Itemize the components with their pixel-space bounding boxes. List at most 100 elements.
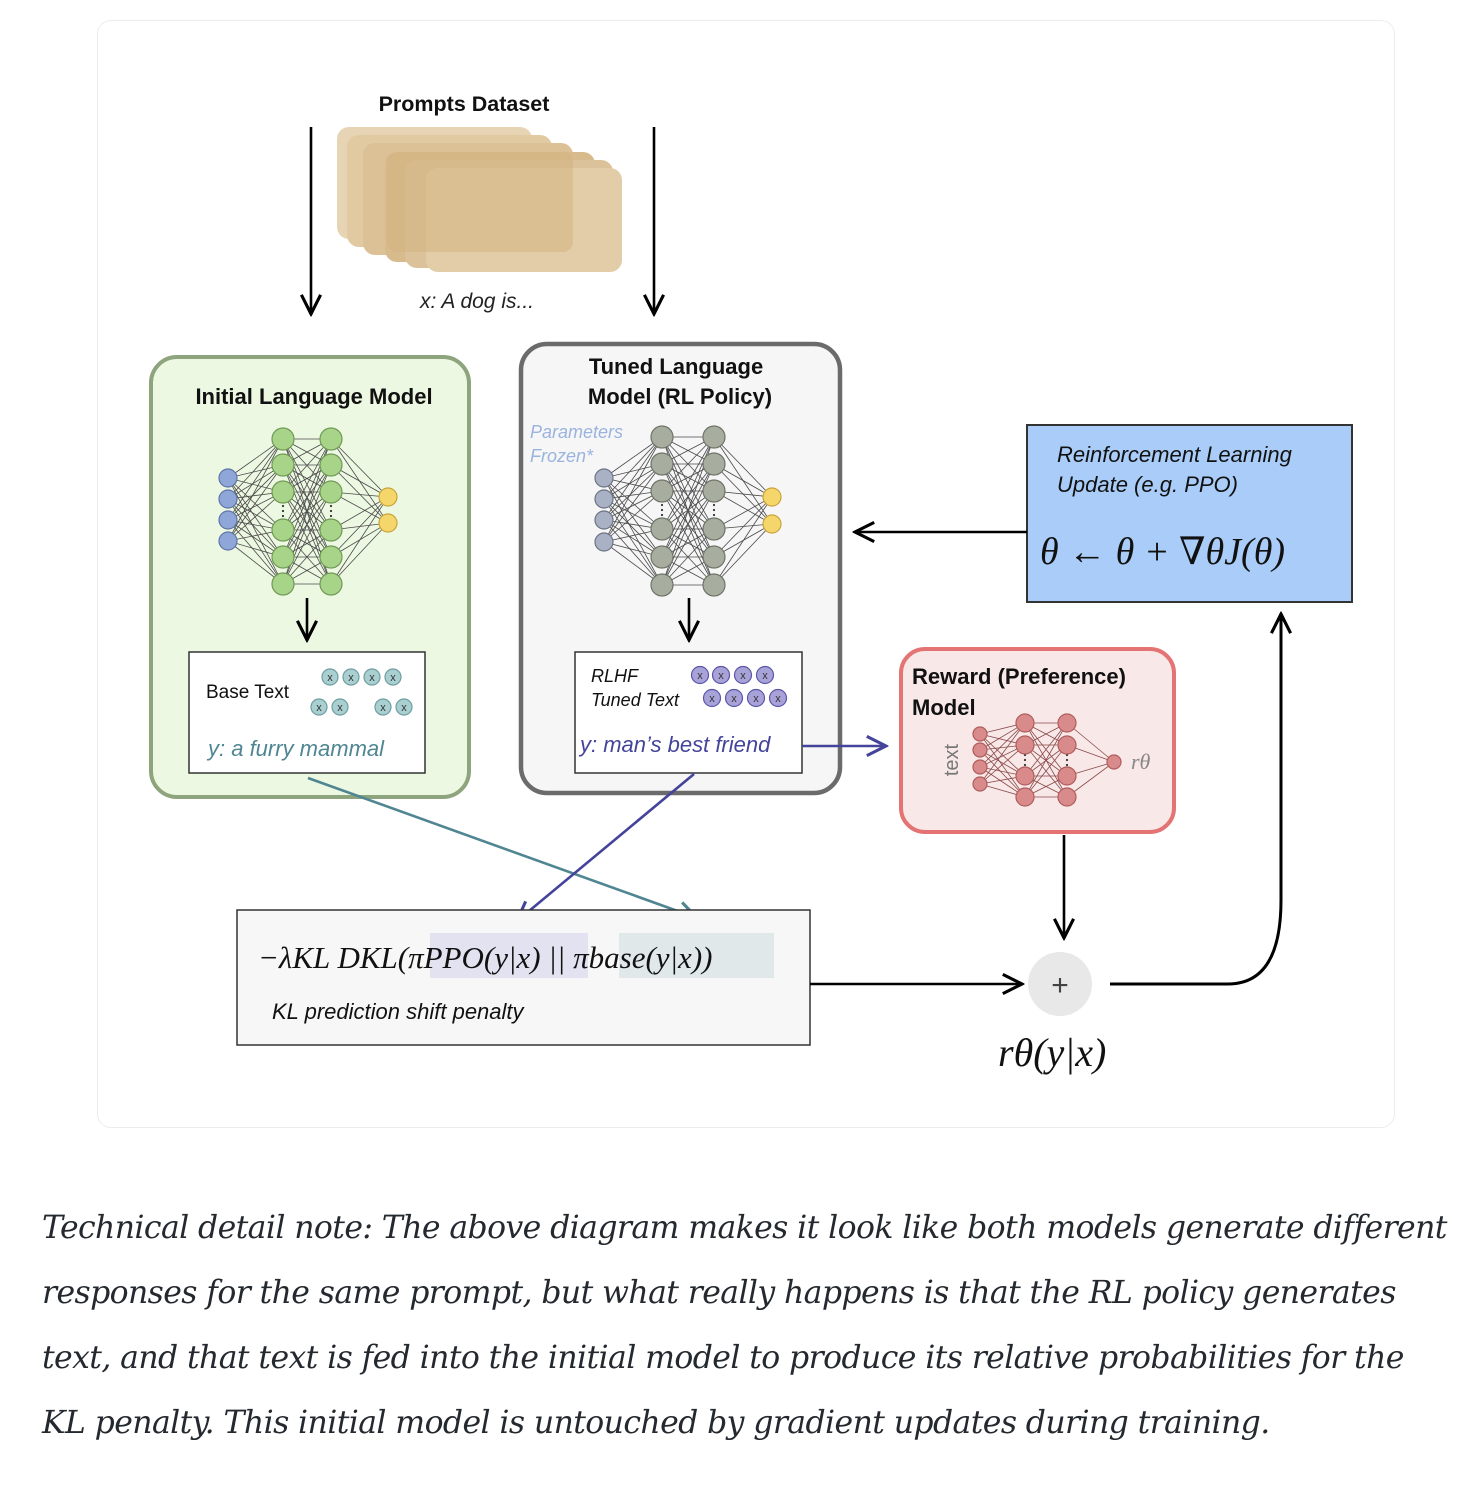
- network-node: [271, 518, 295, 542]
- arrow-sum-to-rl-update: [1110, 614, 1281, 986]
- initial-network-icon: [218, 427, 398, 596]
- reward-input-label: text: [941, 743, 963, 776]
- token-marker: x: [342, 668, 360, 686]
- network-node: [650, 479, 674, 503]
- svg-text:x: x: [762, 670, 768, 682]
- network-node: [271, 427, 295, 451]
- kl-formula: −λKL DKL(πPPO(y|x) || πbase(y|x)): [258, 940, 712, 975]
- svg-text:x: x: [316, 702, 322, 714]
- network-node: [271, 545, 295, 569]
- network-node: [650, 573, 674, 597]
- network-node: [319, 545, 343, 569]
- token-marker: x: [702, 688, 722, 708]
- network-node: [594, 468, 614, 488]
- tuned-output-box: RLHF Tuned Text x x x xx x x x y: man’s best f…: [574, 651, 803, 774]
- network-node: [218, 510, 238, 530]
- network-node: [702, 517, 726, 541]
- dataset-title: Prompts Dataset: [379, 92, 550, 116]
- initial-output-box: Base Text x x x x x x x x y: a furry mammal: [188, 651, 426, 774]
- network-node: [650, 517, 674, 541]
- rl-update-title-line2: Update (e.g. PPO): [1057, 472, 1238, 497]
- token-marker: x: [746, 688, 766, 708]
- token-marker: x: [755, 665, 775, 685]
- network-node: [319, 427, 343, 451]
- sum-symbol: +: [1051, 969, 1069, 1002]
- network-node: [319, 572, 343, 596]
- svg-text:x: x: [775, 693, 781, 705]
- dataset-prompt: x: A dog is...: [419, 290, 534, 313]
- kl-penalty-box: −λKL DKL(πPPO(y|x) || πbase(y|x)) KL pre…: [236, 909, 811, 1046]
- network-node: [1057, 766, 1077, 786]
- network-node: [271, 572, 295, 596]
- token-marker: x: [690, 665, 710, 685]
- tuned-model-title-line1: Tuned Language: [589, 354, 763, 379]
- network-node: [762, 487, 782, 507]
- token-marker: x: [363, 668, 381, 686]
- token-marker: x: [768, 688, 788, 708]
- token-marker: x: [395, 698, 413, 716]
- token-marker: x: [711, 665, 731, 685]
- reward-title-line1: Reward (Preference): [912, 664, 1126, 689]
- network-node: [218, 468, 238, 488]
- base-text-label: Base Text: [206, 682, 290, 703]
- network-node: [271, 480, 295, 504]
- technical-note: Technical detail note: The above diagram…: [42, 1210, 1447, 1441]
- network-node: [972, 726, 988, 742]
- rlhf-label-line2: Tuned Text: [591, 690, 680, 710]
- network-node: [1057, 787, 1077, 807]
- network-node: [650, 545, 674, 569]
- sum-node: +: [1028, 952, 1092, 1016]
- token-marker: x: [374, 698, 392, 716]
- frozen-label-line1: Parameters: [530, 422, 623, 442]
- network-node: [319, 453, 343, 477]
- network-node: [218, 531, 238, 551]
- network-node: [319, 518, 343, 542]
- reward-output-symbol: rθ: [1131, 749, 1151, 774]
- svg-text:x: x: [718, 670, 724, 682]
- reward-network-icon: [972, 713, 1122, 807]
- svg-text:x: x: [709, 693, 715, 705]
- network-node: [1015, 787, 1035, 807]
- network-node: [702, 479, 726, 503]
- network-node: [1015, 713, 1035, 733]
- reward-title-line2: Model: [912, 695, 976, 720]
- initial-model-title: Initial Language Model: [195, 384, 432, 409]
- network-node: [972, 776, 988, 792]
- network-node: [1015, 766, 1035, 786]
- dataset-stack-icon: [337, 127, 622, 272]
- rl-update-box: Reinforcement Learning Update (e.g. PPO)…: [1026, 424, 1353, 603]
- network-node: [1057, 735, 1077, 755]
- svg-text:x: x: [753, 693, 759, 705]
- svg-text:x: x: [740, 670, 746, 682]
- rl-update-title-line1: Reinforcement Learning: [1057, 442, 1293, 467]
- network-node: [218, 489, 238, 509]
- svg-text:x: x: [390, 672, 396, 684]
- network-node: [762, 514, 782, 534]
- base-text-tokens: x x x x x x x x: [310, 668, 413, 716]
- network-node: [972, 759, 988, 775]
- svg-text:x: x: [697, 670, 703, 682]
- base-text-output: y: a furry mammal: [206, 736, 385, 761]
- svg-text:x: x: [348, 672, 354, 684]
- rl-update-formula: θ ← θ + ∇θJ(θ): [1040, 531, 1285, 573]
- prompts-dataset: Prompts Dataset x: A dog is...: [337, 92, 622, 313]
- network-node: [650, 452, 674, 476]
- svg-text:x: x: [369, 672, 375, 684]
- network-node: [702, 545, 726, 569]
- rlhf-label-line1: RLHF: [591, 666, 639, 686]
- token-marker: x: [724, 688, 744, 708]
- token-marker: x: [321, 668, 339, 686]
- arrow-base-to-kl: [307, 776, 697, 918]
- network-node: [650, 425, 674, 449]
- svg-text:x: x: [401, 702, 407, 714]
- network-node: [378, 487, 398, 507]
- network-node: [702, 452, 726, 476]
- network-node: [378, 513, 398, 533]
- svg-text:x: x: [731, 693, 737, 705]
- network-node: [319, 480, 343, 504]
- rlhf-text-output: y: man’s best friend: [578, 732, 771, 757]
- svg-text:x: x: [337, 702, 343, 714]
- network-node: [271, 453, 295, 477]
- token-marker: x: [331, 698, 349, 716]
